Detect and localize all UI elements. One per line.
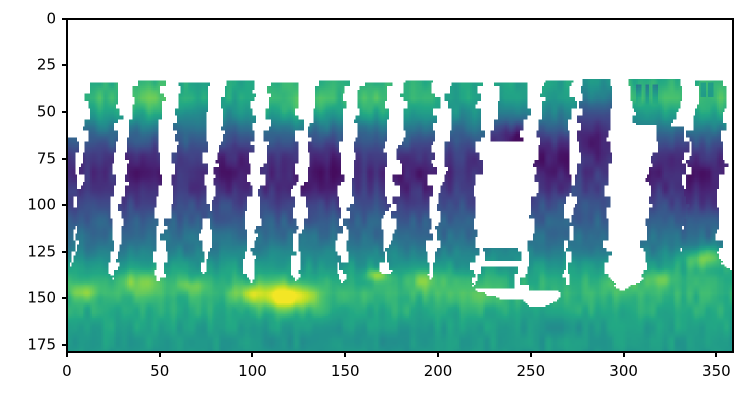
y-tick-mark [62, 17, 66, 20]
y-tick-label: 25 [36, 55, 56, 74]
x-tick-label: 0 [62, 362, 72, 380]
x-tick-mark [158, 353, 161, 357]
x-tick-mark [251, 353, 254, 357]
y-tick-label: 75 [36, 149, 56, 167]
x-tick-label: 100 [238, 362, 267, 380]
x-tick-label: 150 [330, 362, 360, 380]
y-tick-mark [62, 157, 66, 160]
x-tick-label: 50 [150, 362, 170, 380]
heatmap-canvas [68, 20, 732, 351]
y-tick-label: 175 [27, 335, 56, 354]
x-tick-mark [437, 353, 440, 357]
x-tick-mark [715, 353, 718, 357]
y-tick-label: 0 [46, 9, 56, 28]
x-tick-mark [344, 353, 347, 357]
x-tick-label: 200 [423, 362, 453, 380]
y-tick-label: 50 [36, 102, 56, 121]
y-tick-mark [62, 250, 66, 253]
x-tick-mark [529, 353, 532, 357]
x-tick-label: 300 [609, 362, 638, 380]
y-tick-label: 150 [27, 288, 56, 307]
plot-area [66, 18, 734, 353]
x-tick-mark [65, 353, 68, 357]
x-tick-label: 250 [516, 362, 546, 380]
y-tick-label: 100 [27, 195, 56, 214]
y-tick-mark [62, 64, 66, 67]
y-tick-mark [62, 343, 66, 346]
y-tick-mark [62, 204, 66, 207]
x-tick-mark [622, 353, 625, 357]
x-tick-label: 350 [702, 362, 731, 380]
y-tick-mark [62, 297, 66, 300]
y-tick-label: 125 [27, 242, 56, 261]
y-tick-mark [62, 110, 66, 113]
